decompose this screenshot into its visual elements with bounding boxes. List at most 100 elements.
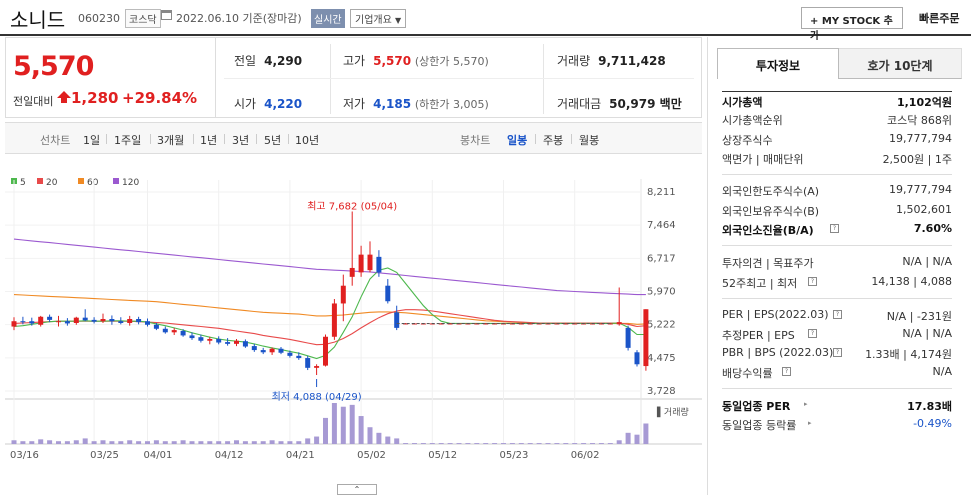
info-key: 시가총액 <box>722 96 763 109</box>
price-box: 5,570 전일대비 1,280 +29.84% <box>5 37 215 118</box>
collapse-toggle-button[interactable]: ⌃ <box>337 484 377 495</box>
stat-note: (하한가 3,005) <box>414 98 489 111</box>
my-stock-add-button[interactable]: + MY STOCK 추가 <box>801 7 903 42</box>
chart-svg: 5 20 60 120 8,211 7,464 6,717 5,970 5,222 4,475 3,… <box>5 178 702 461</box>
candle-body <box>153 324 159 329</box>
volume-bar <box>323 417 328 444</box>
caret-right-icon: ▸ <box>808 419 812 427</box>
volume-bar <box>572 443 578 444</box>
stat-value: 9,711,428 <box>598 54 666 68</box>
candle-body <box>260 350 266 353</box>
candle-weekly[interactable]: 주봉 <box>543 134 564 147</box>
stat-label: 전일 <box>234 54 257 68</box>
candle-body <box>207 338 213 341</box>
my-stock-label: MY STOCK 추가 <box>810 16 893 42</box>
candle-body <box>625 327 631 348</box>
volume-bar <box>376 432 382 444</box>
legend-label: 60 <box>87 178 99 188</box>
volume-bar <box>394 438 400 444</box>
change-label: 전일대비 <box>13 95 54 108</box>
candle-daily[interactable]: 일봉 <box>507 134 528 147</box>
period-3m[interactable]: 3개월 <box>157 134 185 147</box>
candle-body <box>340 285 346 304</box>
period-1d[interactable]: 1일 <box>83 134 101 147</box>
help-icon[interactable]: ? <box>833 348 842 357</box>
period-3y[interactable]: 3년 <box>232 134 250 147</box>
stat-label: 거래대금 <box>557 97 602 111</box>
info-value: 19,777,794 <box>889 132 952 145</box>
volume-bar <box>118 441 124 444</box>
candle-body <box>643 309 649 367</box>
caret-right-icon: ▸ <box>804 400 808 408</box>
info-key: 시가총액순위 <box>722 114 783 127</box>
company-info-dropdown[interactable]: 기업개요 ▼ <box>350 9 407 28</box>
info-row-per-eps: PER | EPS(2022.03)? N/A | -231원 <box>722 308 952 324</box>
volume-bar <box>367 427 373 444</box>
candle-body <box>349 267 355 277</box>
volume-bar <box>189 441 195 444</box>
candle-body <box>91 319 97 322</box>
candle-body <box>171 330 177 333</box>
candle-body <box>118 321 124 323</box>
candle-body <box>20 321 26 323</box>
candle-body <box>189 335 195 339</box>
candle-body <box>47 316 53 320</box>
volume-bar <box>251 441 257 444</box>
volume-bar <box>73 440 79 444</box>
quick-order-link[interactable]: 빠른주문 <box>919 12 960 25</box>
high-annotation: 최고 7,682 (05/04) <box>307 200 397 212</box>
stat-label: 저가 <box>343 97 366 111</box>
period-1w[interactable]: 1주일 <box>114 134 142 147</box>
info-value: 코스닥 868위 <box>887 114 952 127</box>
y-tick-label: 7,464 <box>647 220 676 231</box>
volume-bar <box>180 440 186 444</box>
stock-name: 소니드 <box>10 8 66 32</box>
period-1y[interactable]: 1년 <box>200 134 218 147</box>
info-row-foreign-limit: 외국인한도주식수(A) 19,777,794 <box>722 183 952 199</box>
help-icon[interactable]: ? <box>833 310 842 319</box>
info-key: 추정PER | EPS <box>722 329 795 342</box>
volume-bar <box>536 443 542 444</box>
ma5-line <box>13 267 646 360</box>
info-row-sector-change[interactable]: 동일업종 등락률 ▸ -0.49% <box>722 417 952 433</box>
candle-body <box>82 317 88 321</box>
stat-value: 4,185 <box>373 97 412 111</box>
volume-bar <box>242 441 248 444</box>
info-value: -0.49% <box>913 417 952 430</box>
change-percent: +29.84% <box>122 89 198 107</box>
volume-bar <box>38 439 44 444</box>
volume-bar <box>518 443 524 444</box>
volume-bar <box>11 440 17 444</box>
volume-bar <box>234 440 239 444</box>
help-icon[interactable]: ? <box>808 277 817 286</box>
help-icon[interactable]: ? <box>830 224 839 233</box>
tab-orderbook-10[interactable]: 호가 10단계 <box>839 48 962 79</box>
legend-label: 5 <box>20 178 26 188</box>
volume-bar <box>429 443 435 444</box>
period-5y[interactable]: 5년 <box>264 134 282 147</box>
candle-monthly[interactable]: 월봉 <box>579 134 600 147</box>
stock-code: 060230 <box>78 12 120 25</box>
investment-panel: 투자정보 호가 10단계 시가총액 1,102억원 시가총액순위 코스닥 868위 … <box>707 37 969 495</box>
volume-bar <box>91 441 97 444</box>
candle-body <box>287 352 293 356</box>
help-icon[interactable]: ? <box>808 329 817 338</box>
ma60-line <box>13 294 646 325</box>
chevron-up-icon: ⌃ <box>353 485 361 494</box>
info-key: 투자의견 | 목표주가 <box>722 257 814 270</box>
volume-bar <box>296 441 302 444</box>
info-row-sector-per[interactable]: 동일업종 PER ▸ 17.83배 <box>722 398 952 414</box>
info-row-cap-rank: 시가총액순위 코스닥 868위 <box>722 112 952 128</box>
info-value: 1,102억원 <box>896 96 952 109</box>
help-icon[interactable]: ? <box>782 367 791 376</box>
tab-investment-info[interactable]: 투자정보 <box>717 48 839 79</box>
stat-prev: 전일 4,290 <box>234 52 302 69</box>
stats-box: 전일 4,290 고가 5,570 (상한가 5,570) 거래량 9,711,428… <box>215 37 702 118</box>
price-chart[interactable]: 5 20 60 120 8,211 7,464 6,717 5,970 5,222 4,475 3,… <box>5 155 702 485</box>
period-10y[interactable]: 10년 <box>295 134 320 147</box>
volume-bar <box>483 443 489 444</box>
realtime-button[interactable]: 실시간 <box>311 9 345 28</box>
volume-bar <box>590 443 595 444</box>
line-chart-label: 선차트 <box>40 134 71 147</box>
separator <box>256 134 257 144</box>
